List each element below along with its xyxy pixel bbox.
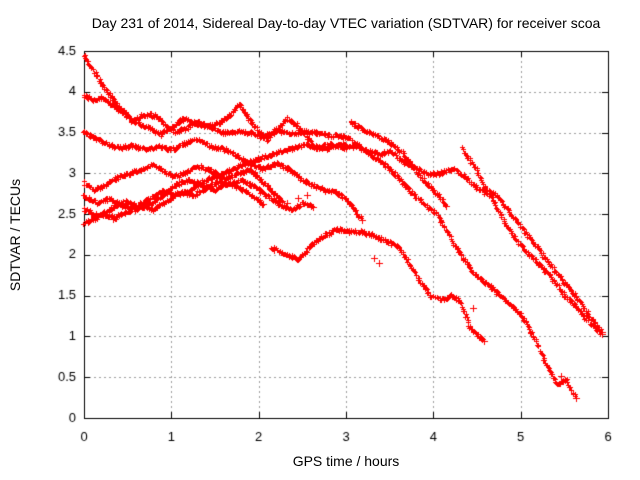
y-axis-label: SDTVAR / TECUs xyxy=(7,178,23,292)
x-axis-label: GPS time / hours xyxy=(292,453,400,469)
chart-title: Day 231 of 2014, Sidereal Day-to-day VTE… xyxy=(91,15,601,31)
